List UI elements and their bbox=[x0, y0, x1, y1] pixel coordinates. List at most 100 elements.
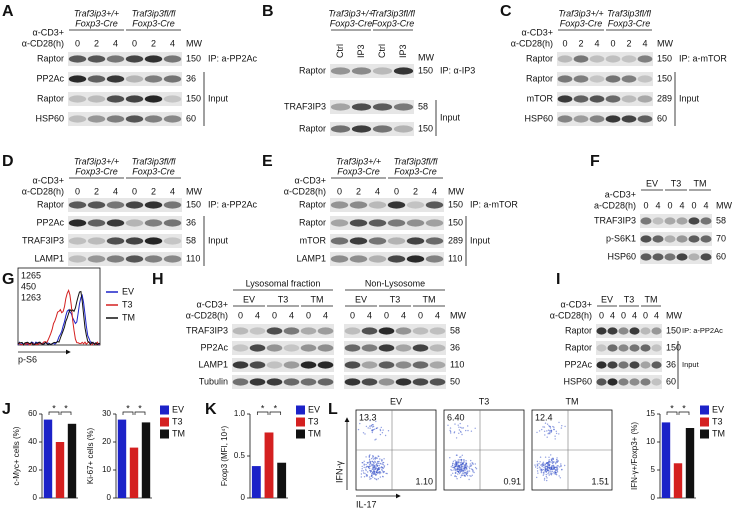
dot bbox=[379, 476, 382, 478]
dot bbox=[381, 432, 384, 434]
blot-band bbox=[361, 378, 378, 386]
blot-strip bbox=[330, 198, 444, 212]
legend-swatch bbox=[296, 429, 305, 439]
panel-letter: B bbox=[262, 3, 274, 20]
dot bbox=[378, 460, 380, 463]
dot bbox=[377, 455, 379, 457]
dot bbox=[461, 462, 464, 465]
dot bbox=[367, 471, 369, 473]
protein-label: PP2Ac bbox=[36, 217, 64, 227]
blot-band bbox=[349, 237, 368, 245]
dot bbox=[551, 470, 553, 473]
lane-label: 4 bbox=[323, 310, 328, 320]
blot-band bbox=[387, 201, 406, 209]
dot bbox=[462, 427, 465, 429]
dot bbox=[542, 426, 544, 428]
lane-label: Ctrl bbox=[335, 44, 345, 58]
y-tick-label: 10 bbox=[646, 437, 655, 446]
mw-label: 150 bbox=[186, 53, 201, 63]
dot bbox=[550, 461, 552, 463]
mw-header: MW bbox=[450, 310, 466, 320]
dot bbox=[449, 430, 452, 433]
group-label: Foxp3-Cre bbox=[132, 18, 175, 28]
y-tick-label: 0.5 bbox=[234, 451, 246, 460]
panel-letter: L bbox=[328, 401, 338, 418]
dot bbox=[465, 467, 468, 469]
dot bbox=[456, 478, 458, 480]
blot-band bbox=[605, 95, 621, 103]
dot bbox=[458, 426, 460, 428]
dot bbox=[450, 469, 452, 471]
dot bbox=[372, 476, 374, 478]
mw-label: 150 bbox=[657, 53, 672, 63]
dot bbox=[555, 432, 558, 435]
dot bbox=[465, 460, 467, 462]
dot bbox=[368, 476, 371, 478]
blot-band bbox=[700, 235, 712, 243]
dot bbox=[373, 461, 375, 463]
dot bbox=[471, 474, 473, 476]
dot bbox=[452, 460, 455, 462]
dot bbox=[369, 427, 371, 429]
dot bbox=[379, 458, 381, 460]
dot bbox=[458, 465, 461, 468]
dot bbox=[452, 466, 454, 469]
dot bbox=[555, 474, 558, 476]
blot-band bbox=[629, 361, 640, 369]
dot bbox=[453, 469, 455, 471]
dot bbox=[361, 468, 363, 470]
dot bbox=[468, 466, 470, 468]
protein-label: HSP60 bbox=[524, 113, 553, 123]
dot bbox=[364, 433, 366, 435]
blot-band bbox=[317, 327, 334, 335]
dot bbox=[373, 473, 375, 475]
dot bbox=[376, 465, 379, 467]
dot bbox=[554, 470, 556, 473]
dot bbox=[460, 456, 462, 458]
dot bbox=[376, 479, 378, 481]
panel-letter: E bbox=[262, 153, 273, 170]
dot bbox=[542, 472, 545, 474]
histogram-value: 450 bbox=[21, 281, 36, 291]
dot bbox=[462, 471, 465, 473]
protein-label: Raptor bbox=[37, 199, 64, 209]
dot bbox=[550, 469, 552, 471]
protein-label: Tubulin bbox=[199, 376, 228, 386]
dot bbox=[456, 462, 458, 465]
dot bbox=[543, 473, 545, 475]
protein-label: HSP60 bbox=[35, 113, 64, 123]
blot-band bbox=[589, 115, 605, 123]
dot bbox=[455, 454, 458, 456]
dot bbox=[542, 468, 545, 471]
bar bbox=[277, 462, 287, 498]
blot-band bbox=[106, 255, 125, 263]
legend-swatch bbox=[700, 429, 709, 439]
dot bbox=[536, 460, 539, 463]
dot bbox=[542, 461, 545, 463]
blot-band bbox=[317, 378, 334, 386]
dot bbox=[459, 471, 461, 474]
dot bbox=[561, 468, 563, 471]
mw-header: MW bbox=[186, 186, 202, 196]
blot-band bbox=[406, 237, 425, 245]
ip-label: IP: a-mTOR bbox=[679, 53, 727, 63]
dot bbox=[369, 425, 371, 427]
blot-band bbox=[395, 361, 412, 369]
lane-label: 0 bbox=[667, 200, 672, 210]
dot bbox=[557, 465, 559, 467]
blot-band bbox=[125, 115, 144, 123]
blot-band bbox=[607, 327, 618, 335]
legend-swatch bbox=[296, 405, 305, 415]
histogram-value: 1265 bbox=[21, 270, 41, 280]
dot bbox=[462, 470, 464, 472]
dot bbox=[543, 430, 546, 432]
lane-label: 2 bbox=[356, 186, 361, 196]
dot bbox=[544, 422, 547, 424]
protein-label: PP2Ac bbox=[200, 342, 228, 352]
group-label: Foxp3-Cre bbox=[75, 18, 118, 28]
blot-band bbox=[349, 219, 368, 227]
blot-band bbox=[232, 361, 249, 369]
dot bbox=[540, 464, 542, 466]
blot-band bbox=[144, 201, 163, 209]
